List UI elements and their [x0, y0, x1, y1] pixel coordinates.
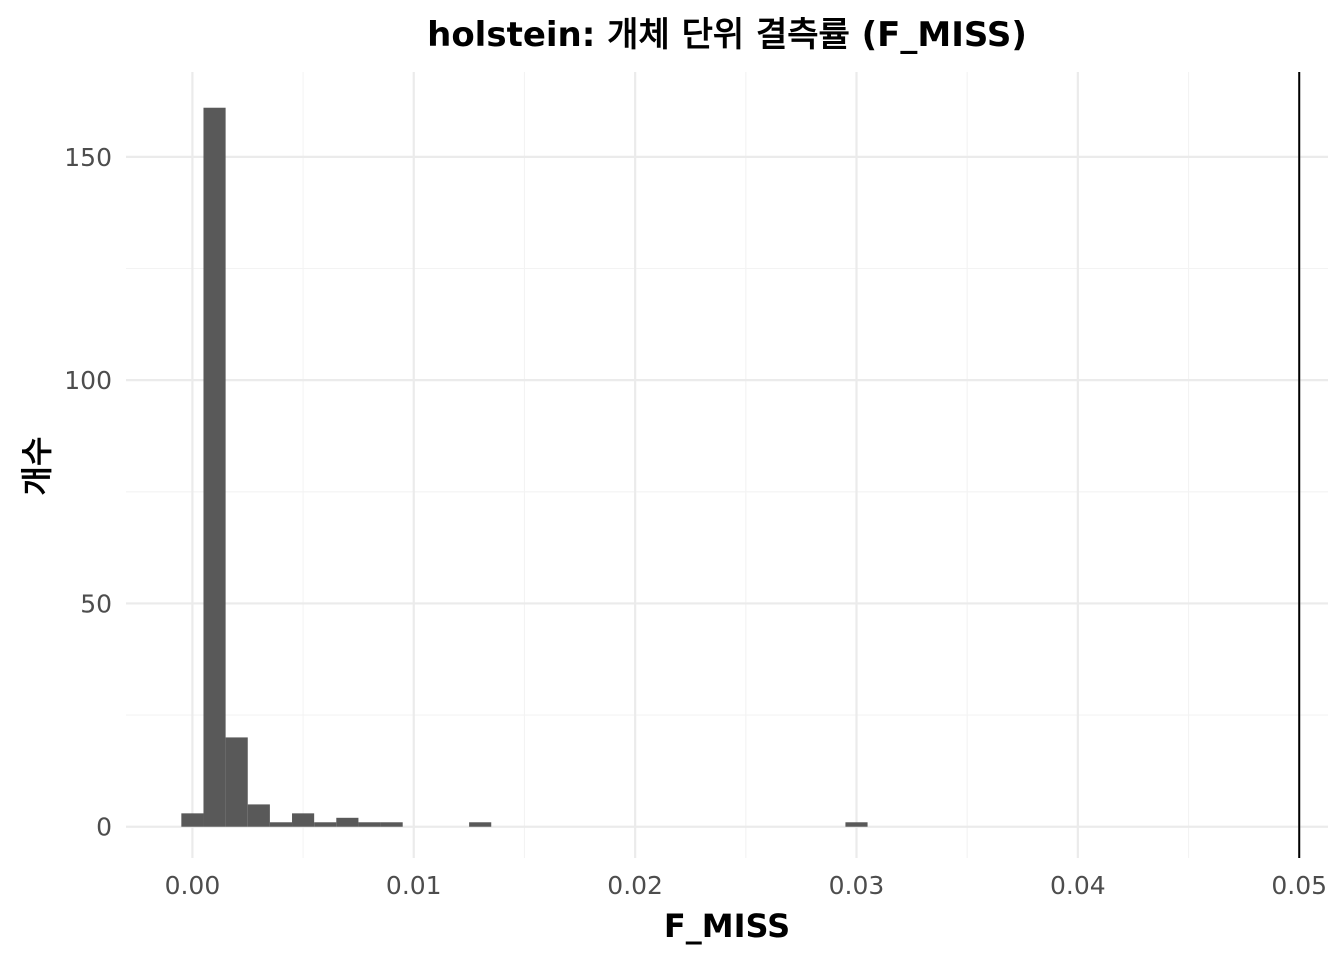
y-tick-label: 150	[64, 143, 112, 172]
x-tick-label: 0.01	[386, 871, 442, 900]
histogram-bar	[292, 813, 315, 827]
x-tick-label: 0.04	[1050, 871, 1106, 900]
histogram-bar	[380, 822, 403, 827]
histogram-bar	[314, 822, 337, 827]
histogram-bar	[469, 822, 492, 827]
histogram-bar	[269, 822, 293, 827]
y-axis-ticks: 0 50 100 150	[64, 143, 112, 842]
y-axis-title: 개수	[18, 437, 56, 496]
y-tick-label: 0	[96, 813, 112, 842]
histogram-bar	[247, 804, 270, 827]
histogram-bar	[225, 737, 248, 827]
x-axis-title: F_MISS	[664, 907, 790, 945]
chart-title: holstein: 개체 단위 결측률 (F_MISS)	[427, 15, 1027, 55]
x-tick-label: 0.03	[829, 871, 885, 900]
histogram-bar	[845, 822, 868, 827]
x-tick-label: 0.02	[607, 871, 663, 900]
x-tick-label: 0.00	[165, 871, 221, 900]
y-tick-label: 50	[80, 589, 112, 618]
x-tick-label: 0.05	[1271, 871, 1327, 900]
histogram-bar	[203, 107, 226, 827]
x-axis-ticks: 0.00 0.01 0.02 0.03 0.04 0.05	[165, 871, 1327, 900]
histogram-bar	[336, 817, 359, 827]
histogram-bar	[358, 822, 381, 827]
y-tick-label: 100	[64, 366, 112, 395]
histogram-bars	[181, 107, 868, 827]
histogram-bar	[181, 813, 204, 827]
grid-lines	[126, 72, 1328, 858]
